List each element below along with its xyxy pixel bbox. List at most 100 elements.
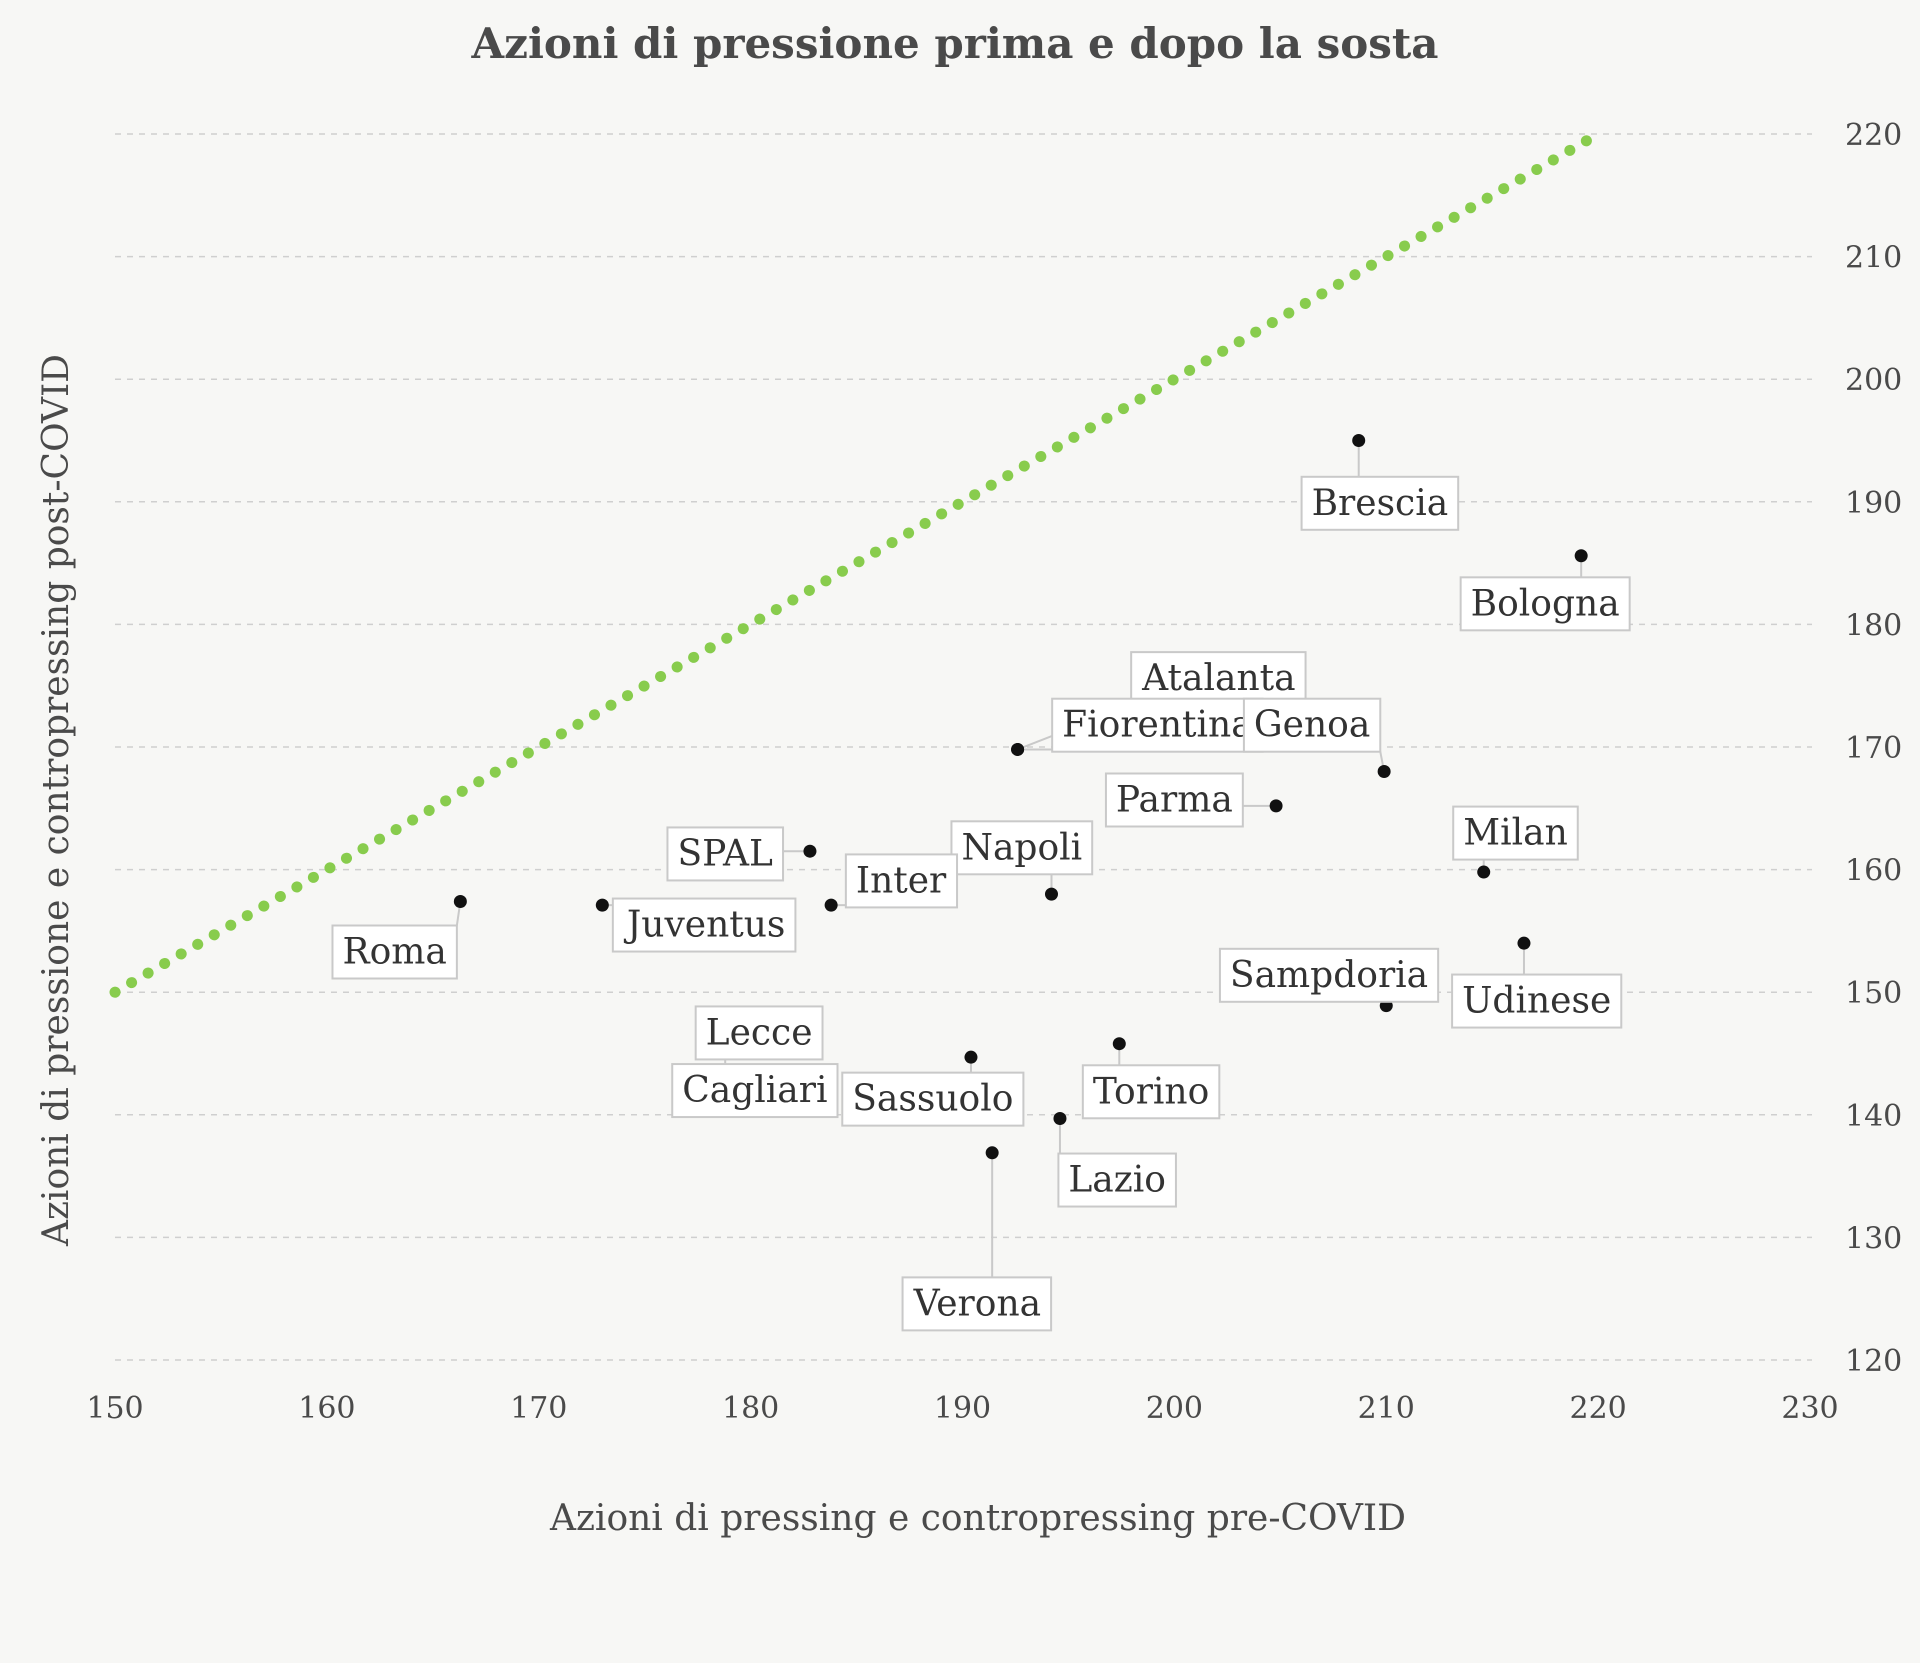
point-genoa [1377,765,1391,779]
x-tick-150: 150 [86,1391,143,1426]
label-text-atalanta: Atalanta [1141,658,1295,699]
point-lazio [1053,1111,1067,1125]
point-spal [803,844,817,858]
y-tick-180: 180 [1845,608,1902,643]
label-box-napoli [950,820,1094,876]
label-box-verona [901,1276,1053,1332]
point-bologna [1574,549,1588,563]
label-box-cagliari [671,1063,839,1119]
x-tick-160: 160 [298,1391,355,1426]
label-verona: Verona [901,1276,1053,1332]
x-tick-210: 210 [1358,1391,1415,1426]
label-parma: Parma [1104,772,1244,828]
label-atalanta: Atalanta [1130,651,1307,707]
x-tick-180: 180 [722,1391,779,1426]
label-sassuolo: Sassuolo [841,1071,1025,1127]
reference-line [109,128,1604,998]
label-box-udinese [1451,973,1623,1029]
label-box-roma [331,924,458,980]
label-text-juventus: Juventus [623,905,786,946]
reference-line-group [109,128,1604,998]
label-text-lecce: Lecce [706,1012,813,1053]
point-parma [1269,799,1283,813]
label-text-parma: Parma [1116,779,1233,820]
y-tick-190: 190 [1845,486,1902,521]
point-roma [453,894,467,908]
label-box-lazio [1057,1152,1177,1208]
label-text-genoa: Genoa [1254,705,1370,746]
point-inter [824,898,838,912]
y-tick-220: 220 [1845,118,1902,153]
label-genoa: Genoa [1242,697,1382,753]
grid-lines [115,133,1812,1361]
x-tick-220: 220 [1569,1391,1626,1426]
label-box-parma [1104,772,1244,828]
y-tick-160: 160 [1845,854,1902,889]
label-box-brescia [1300,475,1460,531]
point-udinese [1517,936,1531,950]
label-box-sampdoria [1218,947,1440,1003]
label-box-lecce [694,1005,824,1061]
label-spal: SPAL [666,826,785,882]
label-napoli: Napoli [950,820,1094,876]
label-box-genoa [1242,697,1382,753]
label-bologna: Bologna [1459,576,1631,632]
point-torino [1112,1037,1126,1051]
y-tick-170: 170 [1845,731,1902,766]
point-juventus [595,898,609,912]
x-tick-170: 170 [510,1391,567,1426]
label-box-spal [666,826,785,882]
data-points [453,434,1588,1160]
label-juventus: Juventus [611,897,797,953]
y-axis-label: Azioni di pressione e contropressing pos… [36,354,77,1247]
label-text-sampdoria: Sampdoria [1230,955,1428,996]
label-sampdoria: Sampdoria [1218,947,1440,1003]
y-tick-130: 130 [1845,1221,1902,1256]
y-tick-150: 150 [1845,976,1902,1011]
x-axis-label: Azioni di pressing e contropressing pre-… [549,1498,1406,1539]
label-text-brescia: Brescia [1312,483,1449,524]
point-verona [985,1146,999,1160]
y-axis-ticks: 120 130 140 150 160 170 180 190 200 210 220 [1845,118,1902,1379]
y-tick-200: 200 [1845,363,1902,398]
label-roma: Roma [331,924,458,980]
label-box-juventus [611,897,797,953]
label-text-torino: Torino [1093,1071,1209,1112]
label-text-spal: SPAL [677,833,773,874]
label-brescia: Brescia [1300,475,1460,531]
chart-title: Azioni di pressione prima e dopo la sost… [471,19,1439,68]
point-brescia [1352,434,1366,447]
label-box-bologna [1459,576,1631,632]
label-box-torino [1081,1064,1221,1120]
label-fiorentina: Fiorentina [1051,697,1264,753]
label-text-roma: Roma [342,932,446,973]
x-axis-ticks: 150 160 170 180 190 200 210 220 230 [86,1391,1838,1426]
x-tick-200: 200 [1146,1391,1203,1426]
x-tick-230: 230 [1781,1391,1838,1426]
point-labels: Brescia Bologna Atalanta Fiorentina Genoa Par… [331,475,1631,1332]
label-text-lazio: Lazio [1068,1160,1166,1201]
y-tick-210: 210 [1845,241,1902,276]
label-text-fiorentina: Fiorentina [1062,705,1253,746]
point-milan [1477,865,1491,879]
label-udinese: Udinese [1451,973,1623,1029]
label-text-milan: Milan [1463,813,1568,854]
y-tick-120: 120 [1845,1344,1902,1379]
y-tick-140: 140 [1845,1099,1902,1134]
label-text-bologna: Bologna [1471,583,1620,624]
label-lazio: Lazio [1057,1152,1177,1208]
point-napoli [1044,887,1058,901]
label-box-fiorentina [1051,697,1264,753]
label-box-atalanta [1130,651,1307,707]
point-fiorentina [1011,742,1025,756]
label-milan: Milan [1452,805,1579,861]
label-box-milan [1452,805,1579,861]
label-lecce: Lecce [694,1005,824,1061]
label-text-cagliari: Cagliari [682,1070,827,1111]
label-text-udinese: Udinese [1462,981,1611,1022]
label-inter: Inter [844,853,959,909]
x-tick-190: 190 [934,1391,991,1426]
label-box-sassuolo [841,1071,1025,1127]
label-text-verona: Verona [913,1283,1042,1324]
